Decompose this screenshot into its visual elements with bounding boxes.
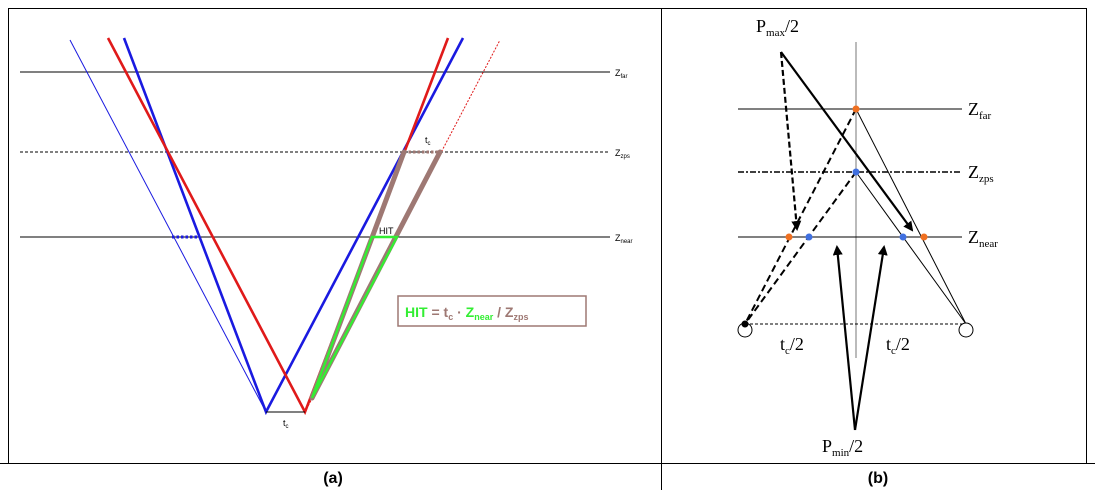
zfar-label-b: Zfar bbox=[968, 99, 992, 122]
left-ray-zps bbox=[744, 171, 857, 325]
caption-b: (b) bbox=[868, 470, 888, 487]
panel-b: Pmax/2 Pmin/2 Zfar Zzps Znear tc/2 tc/2 … bbox=[737, 16, 998, 487]
panel-a: Zfar Zzps Znear tc tc HIT HIT = tc · Zne… bbox=[20, 37, 633, 487]
thin-blue-ray bbox=[69, 39, 267, 413]
dot-near-right-orange bbox=[920, 233, 928, 241]
right-ray-far bbox=[855, 108, 967, 325]
znear-label-a: Znear bbox=[615, 233, 633, 245]
tc-half-right-label: tc/2 bbox=[886, 334, 910, 357]
dot-near-left-orange bbox=[785, 233, 793, 241]
table-frame bbox=[0, 8, 1095, 490]
pmax-arrow-dashed bbox=[779, 51, 802, 231]
right-ray-zps bbox=[855, 171, 967, 325]
caption-a: (a) bbox=[323, 470, 343, 487]
zfar-label-a: Zfar bbox=[615, 68, 628, 80]
red-view-ray bbox=[106, 37, 450, 416]
dot-near-left-blue bbox=[805, 233, 813, 241]
hit-triangle bbox=[310, 235, 399, 399]
right-eye-circle bbox=[958, 322, 974, 338]
pmin-arrow-right bbox=[853, 245, 888, 431]
hit-formula: HIT = tc · Znear / Zzps bbox=[405, 304, 529, 322]
tc-label-top: tc bbox=[425, 135, 431, 147]
pmin-arrow-left bbox=[832, 245, 857, 431]
zzps-label-b: Zzps bbox=[968, 162, 994, 185]
dot-near-right-blue bbox=[899, 233, 907, 241]
left-ray-far bbox=[744, 108, 857, 325]
tc-label-bottom: tc bbox=[283, 418, 289, 430]
zzps-label-a: Zzps bbox=[615, 148, 630, 160]
pmax-label: Pmax/2 bbox=[756, 16, 799, 39]
blue-view-ray bbox=[122, 37, 465, 416]
znear-label-b: Znear bbox=[968, 227, 998, 250]
pmin-label: Pmin/2 bbox=[822, 436, 863, 459]
left-eye-pupil bbox=[741, 320, 749, 328]
dot-zps-center bbox=[852, 168, 860, 176]
tc-half-left-label: tc/2 bbox=[780, 334, 804, 357]
pmax-arrow-solid bbox=[780, 51, 914, 232]
formula-box bbox=[397, 295, 587, 327]
dot-far-center bbox=[852, 105, 860, 113]
hit-label: HIT bbox=[379, 226, 394, 236]
